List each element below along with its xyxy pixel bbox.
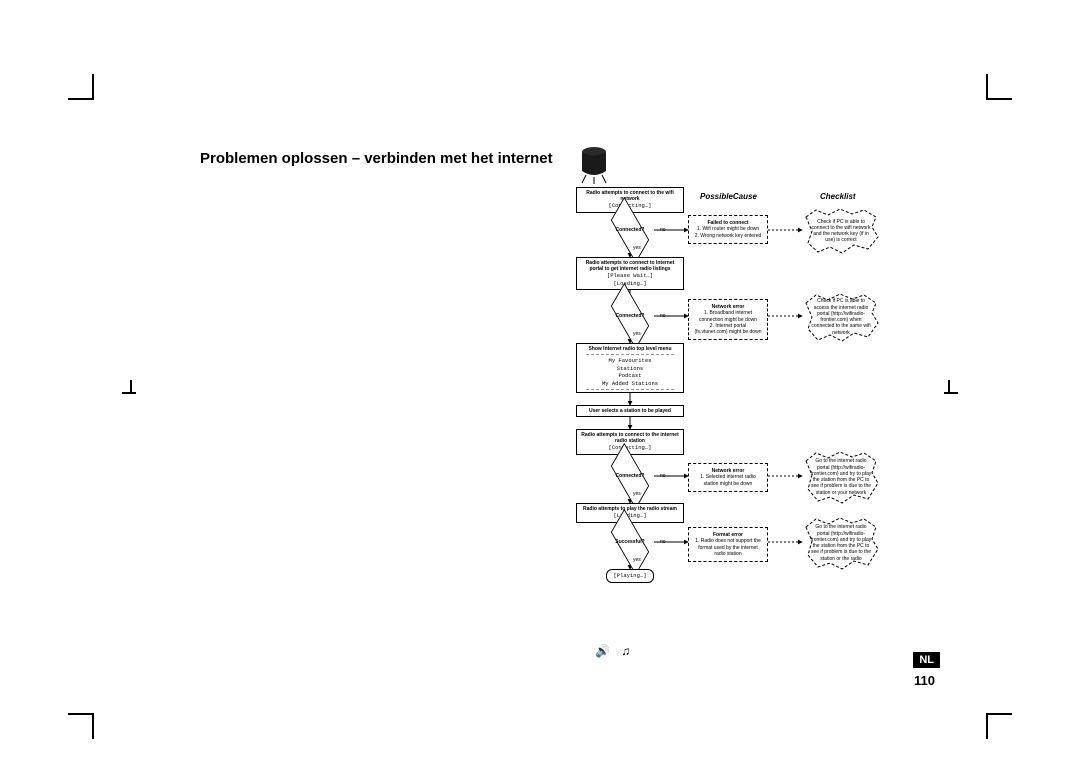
d3-no: no [660,473,666,479]
step3-box: Show Internet radio top level menu My Fa… [576,343,684,393]
crop-mr-h [944,392,958,394]
flowchart: Radio attempts to connect to the wifi ne… [540,185,920,645]
crop-ml-h [122,392,136,394]
cause3: Network error 1. Selected internet radio… [688,463,768,492]
sound-icon: 🔊 ♫ [595,644,634,658]
check1: Check if PC is able to connect to the wi… [802,207,880,255]
crop-tr-h [986,98,1012,100]
step2-box: Radio attempts to connect to Internet po… [576,257,684,290]
d2: Connected? [606,303,654,329]
page-number: 110 [914,673,935,688]
step1-text: Radio attempts to connect to the wifi ne… [580,190,680,202]
crop-tl-v [92,74,94,100]
d1: Connected? [606,217,654,243]
speaker-device-icon [578,145,610,185]
crop-br-v [986,713,988,739]
page-title: Problemen oplossen – verbinden met het i… [200,150,553,167]
end-box: [Playing…] [606,569,654,583]
step5-box: Radio attempts to connect to the interne… [576,429,684,455]
check2: Check if PC is able to access the intern… [802,291,880,343]
d4-yes: yes [633,557,641,563]
d3: Connected? [606,463,654,489]
lang-tag: NL [913,652,940,668]
crop-bl-v [92,713,94,739]
check4: Go to the internet radio portal (http://… [802,515,880,571]
cause2: Network error 1. Broadband internet conn… [688,299,768,340]
d1-no: no [660,227,666,233]
step4-box: User selects a station to be played [576,405,684,417]
crop-bl-h [68,713,94,715]
d2-no: no [660,313,666,319]
d3-yes: yes [633,491,641,497]
crop-br-h [986,713,1012,715]
crop-tl-h [68,98,94,100]
d4: Successful? [606,529,654,555]
d1-yes: yes [633,245,641,251]
d2-yes: yes [633,331,641,337]
check3: Go to the internet radio portal (http://… [802,449,880,505]
cause4: Format error 1. Radio does not support t… [688,527,768,562]
d4-no: no [660,539,666,545]
cause1: Failed to connect 1. Wifi router might b… [688,215,768,244]
crop-tr-v [986,74,988,100]
